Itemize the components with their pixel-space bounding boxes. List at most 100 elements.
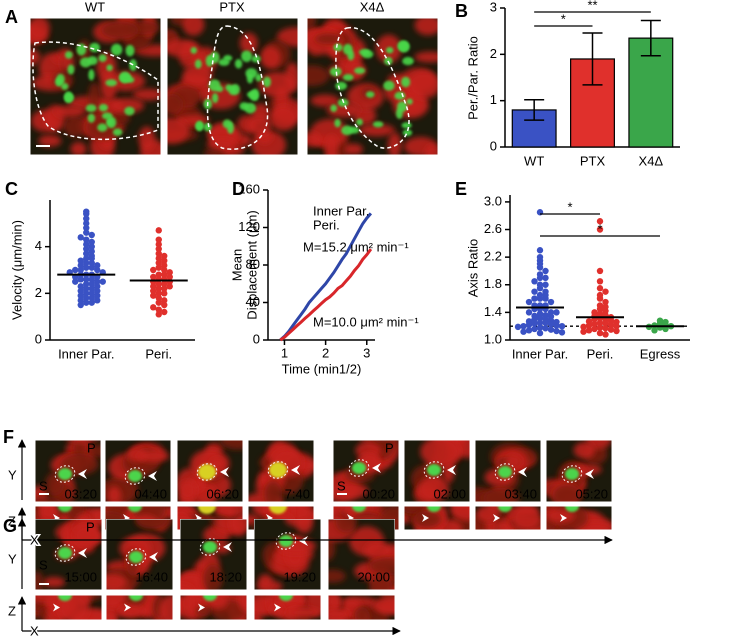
- data-point: [602, 288, 609, 295]
- timestamp: 06:20: [206, 486, 239, 501]
- green-cell: [255, 73, 262, 82]
- image-label: X4Δ: [360, 0, 385, 14]
- arrowhead: [291, 465, 300, 475]
- axis-letter: X: [30, 623, 39, 638]
- data-point: [553, 322, 560, 329]
- x-axis-label: Time (min1/2): [282, 361, 362, 376]
- arrowhead: [220, 467, 229, 477]
- data-point: [536, 295, 544, 302]
- green-cell: [383, 80, 395, 91]
- red-signal: [307, 65, 330, 86]
- green-cell: [67, 64, 75, 75]
- data-point: [553, 309, 560, 316]
- green-cell: [222, 119, 232, 129]
- green-cell: [58, 595, 72, 601]
- axis-letter: X: [30, 532, 39, 547]
- green-cell: [106, 64, 113, 72]
- data-point: [150, 266, 157, 274]
- arrowhead: [223, 542, 232, 552]
- red-signal: [182, 64, 213, 86]
- data-point: [83, 210, 90, 218]
- data-point: [161, 257, 168, 264]
- data-line: [279, 212, 373, 342]
- data-point: [83, 264, 90, 271]
- green-cell: [231, 84, 241, 95]
- data-point: [580, 328, 587, 335]
- data-point: [520, 328, 527, 335]
- red-signal: [387, 132, 402, 155]
- cell-outline: [196, 463, 218, 481]
- y-tick-label: 120: [238, 219, 260, 234]
- red-signal: [30, 18, 50, 41]
- data-point: [166, 269, 173, 276]
- green-cell: [565, 506, 579, 512]
- red-signal: [68, 440, 97, 443]
- red-signal: [495, 520, 511, 530]
- y-axis-label: Displacement (μm): [244, 210, 259, 319]
- green-cell: [358, 48, 370, 56]
- micrograph: [404, 440, 470, 502]
- data-point: [155, 227, 162, 234]
- data-point: [525, 327, 533, 334]
- green-cell: [98, 54, 107, 63]
- red-signal: [159, 595, 173, 620]
- data-point: [596, 278, 604, 285]
- data-point: [161, 301, 168, 309]
- data-point: [607, 326, 615, 333]
- data-point: [83, 294, 90, 302]
- data-point: [596, 226, 604, 233]
- data-point: [155, 294, 162, 302]
- red-signal: [264, 481, 283, 502]
- red-signal: [167, 117, 190, 144]
- data-point: [99, 278, 106, 285]
- data-point: [531, 320, 538, 327]
- green-cell: [279, 595, 293, 601]
- red-signal: [63, 116, 86, 138]
- red-signal: [35, 571, 44, 590]
- green-cell: [342, 73, 354, 81]
- data-point: [155, 250, 162, 257]
- micrograph: [546, 440, 612, 502]
- red-signal: [552, 484, 582, 502]
- micrograph: [35, 595, 102, 620]
- red-signal: [58, 595, 90, 620]
- x-tick-label: PTX: [580, 153, 606, 168]
- data-point: [155, 306, 162, 313]
- red-signal: [137, 450, 170, 463]
- green-cell: [269, 462, 287, 478]
- micrograph: [105, 506, 171, 530]
- green-cell: [203, 595, 217, 601]
- micrograph: [105, 440, 171, 502]
- micrograph: [307, 18, 438, 155]
- data-point: [580, 323, 587, 331]
- data-point: [155, 299, 162, 306]
- red-signal: [206, 138, 237, 151]
- cell-outline: [561, 465, 583, 483]
- red-signal: [42, 576, 66, 588]
- green-cell: [64, 92, 74, 103]
- region-outline: [335, 27, 410, 149]
- panel-letter: D: [232, 179, 245, 199]
- data-point: [596, 329, 604, 337]
- green-cell: [129, 551, 143, 563]
- green-cell: [498, 466, 512, 478]
- timestamp: 18:20: [209, 569, 242, 584]
- y-tick-label: 2: [35, 285, 42, 300]
- cell-outline: [348, 459, 370, 477]
- data-point: [602, 325, 609, 332]
- data-point: [94, 283, 101, 290]
- red-signal: [238, 595, 247, 612]
- data-point: [155, 245, 162, 253]
- red-signal: [180, 583, 194, 590]
- red-signal: [413, 510, 442, 528]
- green-cell: [129, 59, 137, 71]
- red-signal: [53, 105, 86, 118]
- green-cell: [87, 113, 96, 123]
- red-signal: [101, 21, 139, 39]
- arrowhead: [149, 552, 158, 562]
- green-cell: [129, 595, 143, 601]
- green-cell: [401, 76, 411, 88]
- data-point: [651, 327, 658, 334]
- red-signal: [167, 39, 197, 57]
- data-point: [536, 285, 544, 292]
